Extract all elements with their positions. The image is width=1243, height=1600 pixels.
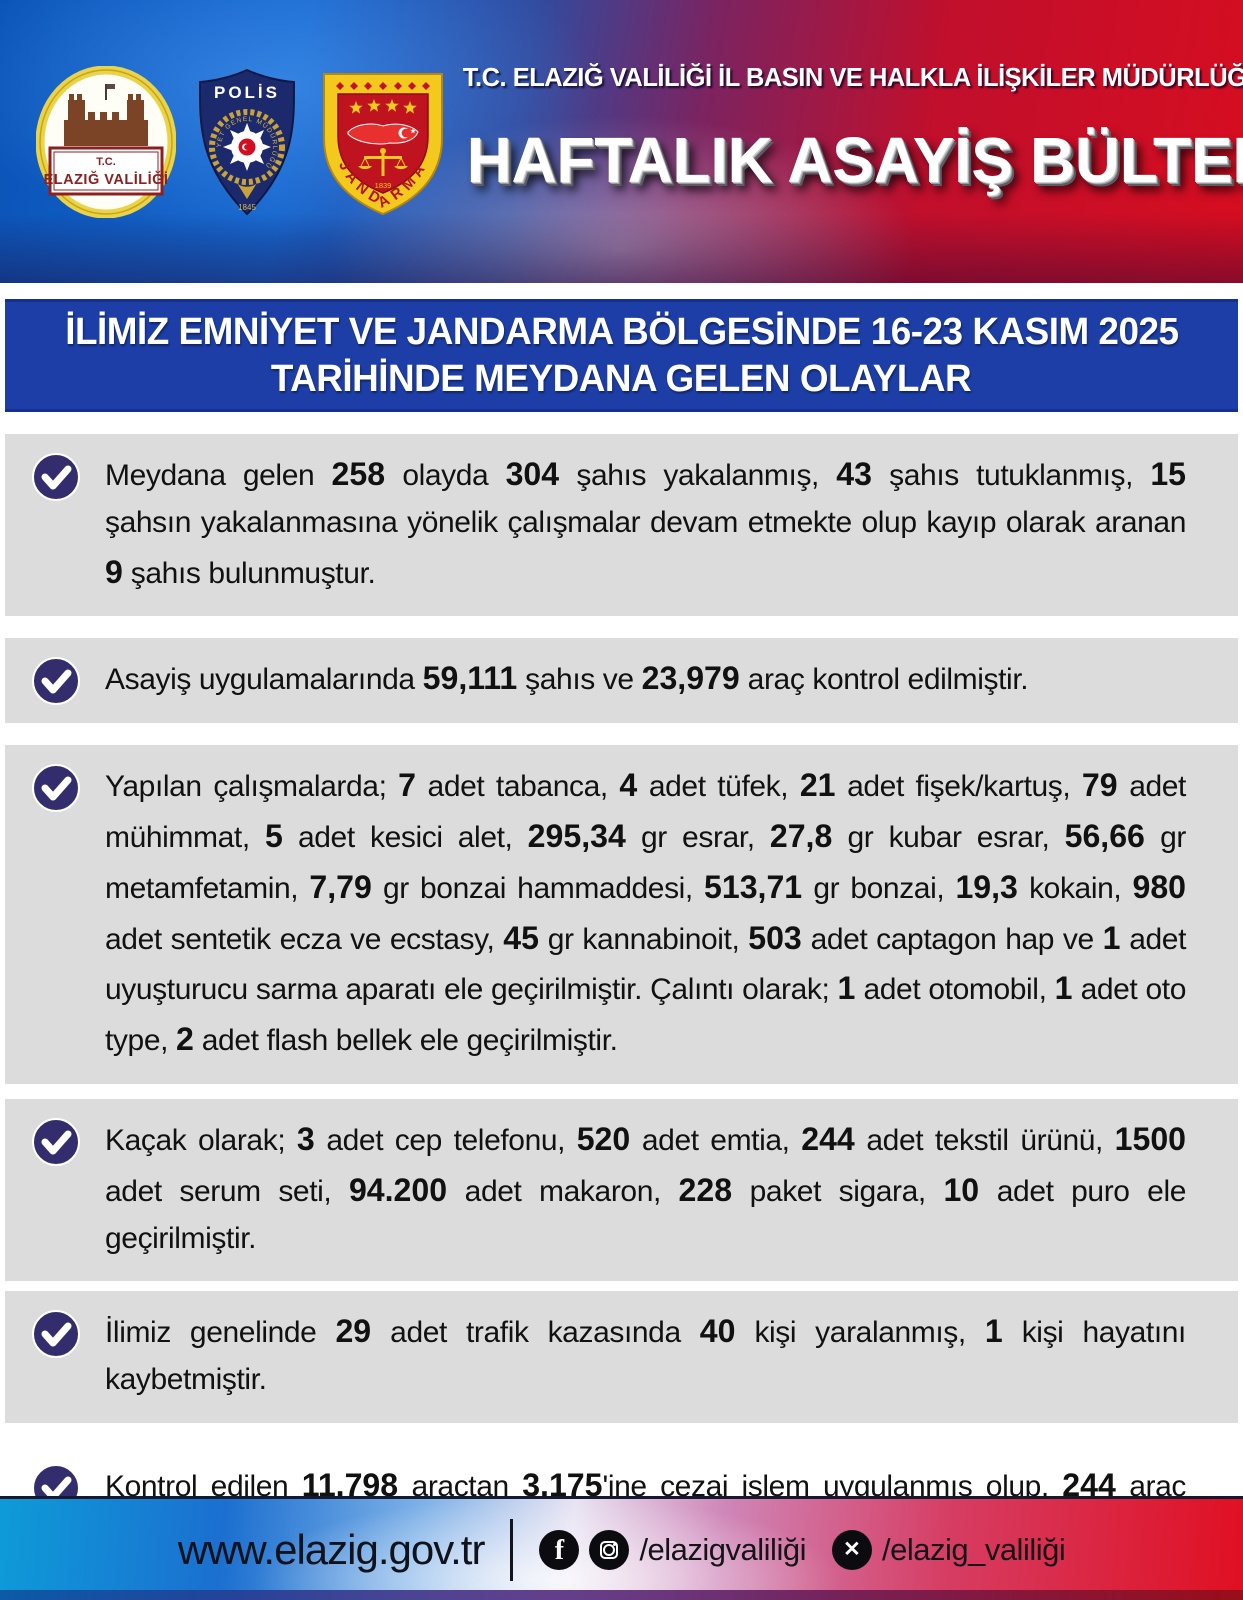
check-icon bbox=[31, 1309, 81, 1359]
facebook-instagram-group: f /elazigvaliliği bbox=[539, 1529, 806, 1570]
footer-bar: www.elazig.gov.tr f /elazigvaliliği ✕ /e… bbox=[0, 1496, 1243, 1600]
bulletin-item-text: İlimiz genelinde 29 adet trafik kazasınd… bbox=[105, 1313, 1186, 1397]
polis-logo: POLİS EMNİYET GENEL MÜDÜRLÜĞÜ bbox=[192, 67, 296, 215]
check-icon bbox=[31, 1117, 81, 1167]
check-icon bbox=[31, 763, 81, 813]
valilik-logo-tc: T.C. bbox=[96, 156, 116, 168]
website-link[interactable]: www.elazig.gov.tr bbox=[177, 1525, 486, 1573]
bulletin-item-text: Kaçak olarak; 3 adet cep telefonu, 520 a… bbox=[105, 1120, 1187, 1255]
castle-icon bbox=[64, 83, 148, 146]
logo-row: T.C. ELAZIĞ VALİLİĞİ POLİS EMNİYET GENEL… bbox=[36, 65, 448, 218]
bulletin-item-text: Meydana gelen 258 olayda 304 şahıs yakal… bbox=[105, 456, 1186, 590]
facebook-instagram-handle[interactable]: /elazigvaliliği bbox=[639, 1531, 806, 1567]
page-title: HAFTALIK ASAYİŞ BÜLTENİ bbox=[466, 124, 1243, 196]
section-banner: İLİMİZ EMNİYET VE JANDARMA BÖLGESİNDE 16… bbox=[5, 299, 1238, 412]
section-banner-line2: TARİHİNDE MEYDANA GELEN OLAYLAR bbox=[271, 357, 972, 400]
valilik-logo-name: ELAZIĞ VALİLİĞİ bbox=[44, 170, 169, 188]
jandarma-top-ornament bbox=[336, 81, 430, 90]
polis-eagle-icon bbox=[237, 182, 257, 199]
bulletin-item: Kontrol edilen 11.798 araçtan 3.175'ine … bbox=[5, 1444, 1238, 1496]
check-icon bbox=[31, 656, 81, 706]
bulletin-body: Meydana gelen 258 olayda 304 şahıs yakal… bbox=[0, 412, 1243, 1496]
x-group: ✕ /elazig_valiliği bbox=[831, 1529, 1066, 1570]
divider-strip bbox=[0, 283, 1243, 299]
bulletin-item: Yapılan çalışmalarda; 7 adet tabanca, 4 … bbox=[5, 745, 1238, 1084]
check-icon bbox=[31, 1463, 81, 1496]
jandarma-logo: 1839 JANDARMA bbox=[323, 72, 443, 215]
justice-scales-icon bbox=[358, 147, 408, 176]
header-banner: T.C. ELAZIĞ VALİLİĞİ POLİS EMNİYET GENEL… bbox=[0, 0, 1243, 283]
bulletin-item: Kaçak olarak; 3 adet cep telefonu, 520 a… bbox=[5, 1098, 1238, 1282]
jandarma-logo-year: 1839 bbox=[375, 181, 392, 190]
bulletin-item: İlimiz genelinde 29 adet trafik kazasınd… bbox=[5, 1291, 1238, 1423]
bulletin-item: Asayiş uygulamalarında 59,111 şahıs ve 2… bbox=[5, 638, 1238, 724]
x-handle[interactable]: /elazig_valiliği bbox=[881, 1531, 1066, 1567]
section-banner-line1: İLİMİZ EMNİYET VE JANDARMA BÖLGESİNDE 16… bbox=[64, 310, 1179, 353]
footer-divider bbox=[510, 1518, 514, 1581]
dept-line: T.C. ELAZIĞ VALİLİĞİ İL BASIN VE HALKLA … bbox=[462, 62, 1243, 92]
bulletin-item-text: Kontrol edilen 11.798 araçtan 3.175'ine … bbox=[105, 1466, 1186, 1496]
bulletin-item-text: Yapılan çalışmalarda; 7 adet tabanca, 4 … bbox=[105, 767, 1187, 1058]
facebook-icon[interactable]: f bbox=[539, 1529, 580, 1570]
bulletin-item: Meydana gelen 258 olayda 304 şahıs yakal… bbox=[5, 434, 1238, 617]
instagram-icon[interactable] bbox=[589, 1529, 630, 1570]
elazig-valiligi-logo: T.C. ELAZIĞ VALİLİĞİ bbox=[36, 65, 176, 218]
polis-logo-title: POLİS bbox=[214, 83, 280, 102]
bulletin-item-text: Asayiş uygulamalarında 59,111 şahıs ve 2… bbox=[105, 660, 1029, 697]
check-icon bbox=[31, 452, 81, 502]
polis-logo-year: 1845 bbox=[238, 203, 256, 212]
x-icon[interactable]: ✕ bbox=[831, 1529, 872, 1570]
